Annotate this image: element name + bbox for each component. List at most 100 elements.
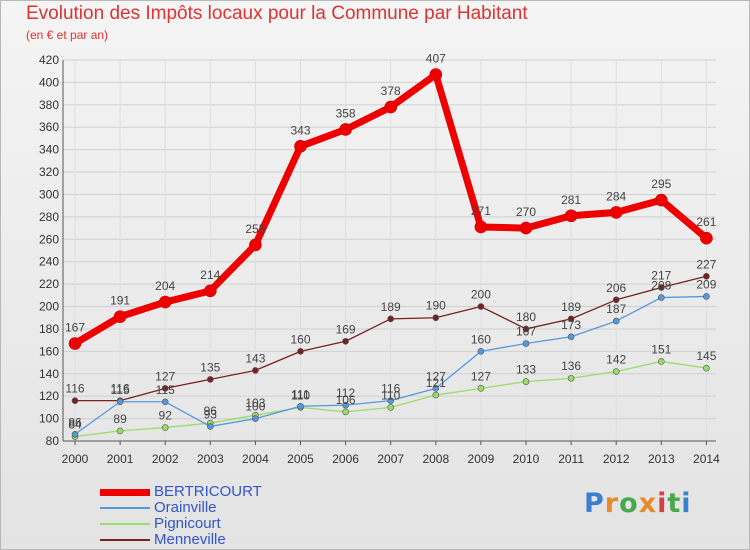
- x-tick-label: 2010: [513, 452, 540, 466]
- data-label-orainville: 173: [561, 318, 581, 332]
- data-point-pignicourt: [116, 427, 124, 435]
- x-tick-label: 2012: [603, 452, 630, 466]
- data-point-pignicourt: [387, 404, 395, 411]
- data-label-menneville: 200: [471, 288, 491, 302]
- data-label-pignicourt: 142: [606, 353, 626, 367]
- legend: BERTRICOURT Orainville Pignicourt Mennevill…: [100, 483, 320, 548]
- data-point-menneville: [387, 315, 395, 323]
- data-label-menneville: 116: [65, 382, 84, 396]
- x-tick-label: 2007: [377, 452, 404, 466]
- data-point-pignicourt: [342, 408, 349, 416]
- data-point-bertricourt: [654, 193, 668, 207]
- data-label-bertricourt: 255: [245, 222, 265, 236]
- y-tick-label: 240: [39, 255, 59, 269]
- data-label-pignicourt: 136: [561, 359, 581, 373]
- logo-letter: x: [638, 488, 658, 519]
- x-tick-label: 2004: [242, 452, 269, 466]
- data-label-orainville: 111: [291, 387, 310, 401]
- data-point-orainville: [567, 333, 575, 341]
- data-label-orainville: 187: [606, 302, 626, 316]
- data-point-orainville: [116, 398, 124, 406]
- data-label-pignicourt: 133: [516, 363, 536, 377]
- data-label-menneville: 127: [155, 369, 175, 383]
- data-label-orainville: 86: [68, 415, 82, 429]
- data-point-pignicourt: [612, 368, 620, 375]
- legend-swatch: [100, 539, 150, 541]
- data-label-menneville: 180: [516, 310, 536, 324]
- data-label-pignicourt: 145: [696, 349, 716, 363]
- data-label-menneville: 160: [290, 332, 310, 346]
- legend-label: Pignicourt: [154, 515, 221, 532]
- data-point-bertricourt: [158, 295, 172, 309]
- data-point-bertricourt: [204, 284, 217, 298]
- data-point-pignicourt: [567, 374, 575, 382]
- data-point-orainville: [71, 430, 79, 438]
- data-point-menneville: [71, 397, 79, 404]
- data-point-bertricourt: [519, 221, 533, 235]
- x-tick-label: 2002: [152, 452, 179, 466]
- proxiti-logo: Proxiti: [584, 488, 692, 519]
- data-label-orainville: 160: [471, 332, 491, 346]
- y-tick-label: 140: [39, 367, 59, 381]
- x-tick-label: 2000: [62, 452, 89, 466]
- data-label-pignicourt: 84: [68, 418, 82, 432]
- data-point-menneville: [612, 296, 620, 304]
- series-pignicourt: [71, 358, 710, 440]
- data-label-pignicourt: 151: [651, 342, 671, 356]
- grid-lines: [63, 59, 716, 442]
- data-label-pignicourt: 110: [381, 388, 400, 402]
- axes: 80 100 120 140 160 180 200 220 240 260 280 300 320 34…: [39, 53, 720, 466]
- data-point-bertricourt: [249, 238, 262, 252]
- x-tick-label: 2006: [332, 452, 359, 466]
- x-tick-label: 2011: [558, 452, 584, 466]
- data-label-bertricourt: 358: [336, 106, 356, 120]
- data-label-pignicourt: 103: [245, 396, 265, 410]
- legend-swatch: [100, 507, 150, 509]
- data-label-orainville: 209: [696, 277, 716, 291]
- data-point-bertricourt: [113, 310, 127, 323]
- x-tick-label: 2003: [197, 452, 224, 466]
- y-tick-label: 320: [39, 165, 59, 179]
- series-layer: [68, 68, 713, 440]
- x-tick-label: 2001: [107, 452, 134, 466]
- data-label-pignicourt: 106: [336, 393, 356, 407]
- data-label-orainville: 208: [651, 279, 671, 293]
- data-point-bertricourt: [474, 220, 488, 234]
- data-label-menneville: 189: [561, 300, 581, 314]
- x-tick-label: 2014: [693, 452, 720, 466]
- data-point-orainville: [432, 385, 440, 392]
- data-point-pignicourt: [657, 358, 665, 365]
- data-point-orainville: [207, 423, 214, 430]
- data-label-bertricourt: 167: [65, 321, 85, 335]
- y-tick-label: 200: [39, 300, 59, 314]
- data-point-bertricourt: [384, 100, 398, 114]
- y-tick-label: 260: [39, 232, 59, 246]
- data-label-bertricourt: 204: [155, 279, 175, 293]
- x-tick-label: 2009: [468, 452, 495, 466]
- y-tick-label: 180: [39, 322, 59, 336]
- data-point-menneville: [342, 337, 349, 345]
- data-point-menneville: [252, 367, 259, 374]
- data-label-menneville: 189: [381, 300, 401, 314]
- legend-swatch: [100, 488, 150, 496]
- data-label-pignicourt: 121: [426, 376, 446, 390]
- y-tick-label: 360: [39, 120, 59, 134]
- data-point-menneville: [703, 272, 710, 280]
- chart-title: Evolution des Impôts locaux pour la Comm…: [26, 3, 528, 24]
- series-orainville: [71, 293, 710, 438]
- logo-letter: o: [619, 488, 639, 519]
- data-label-menneville: 206: [606, 281, 626, 295]
- data-label-orainville: 93: [204, 407, 218, 421]
- data-label-orainville: 115: [156, 383, 175, 397]
- logo-letter: P: [584, 488, 605, 519]
- data-point-bertricourt: [564, 209, 578, 223]
- data-label-bertricourt: 191: [110, 294, 130, 308]
- data-point-orainville: [657, 294, 665, 301]
- data-labels: 167 191 204 214 255 343 358 378 407 271 270 281 284 2…: [65, 52, 717, 432]
- data-point-bertricourt: [339, 123, 352, 136]
- data-point-menneville: [297, 348, 304, 355]
- legend-item-bertricourt: BERTRICOURT: [100, 483, 320, 500]
- y-tick-label: 80: [46, 434, 60, 448]
- data-label-menneville: 169: [336, 322, 356, 336]
